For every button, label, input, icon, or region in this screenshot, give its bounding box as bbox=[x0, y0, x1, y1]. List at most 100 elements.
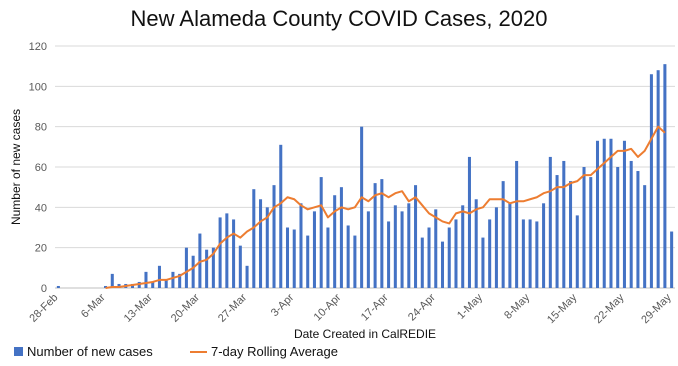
bar bbox=[319, 177, 323, 288]
bar bbox=[616, 167, 620, 288]
x-tick-label: 3-Apr bbox=[269, 291, 297, 319]
bar bbox=[312, 211, 316, 288]
bar bbox=[649, 74, 653, 288]
bar bbox=[380, 179, 384, 288]
legend-line-label: 7-day Rolling Average bbox=[211, 344, 338, 359]
bar bbox=[245, 265, 249, 288]
legend-bar-label: Number of new cases bbox=[27, 344, 153, 359]
bar bbox=[656, 70, 660, 288]
x-tick-label: 17-Apr bbox=[359, 291, 391, 323]
bar bbox=[562, 160, 566, 288]
x-tick-label: 27-Mar bbox=[216, 291, 249, 324]
x-tick-label: 20-Mar bbox=[169, 291, 202, 324]
bar bbox=[178, 273, 182, 288]
bar bbox=[582, 167, 586, 288]
bar bbox=[218, 217, 222, 288]
y-axis-title: Number of new cases bbox=[9, 109, 23, 225]
bar bbox=[299, 203, 303, 288]
bar bbox=[467, 156, 471, 288]
bar bbox=[622, 140, 626, 288]
bar bbox=[420, 237, 424, 288]
bar bbox=[205, 249, 209, 288]
bar bbox=[373, 183, 377, 288]
x-tick-label: 10-Apr bbox=[312, 291, 344, 323]
bar bbox=[521, 219, 525, 288]
bar bbox=[454, 219, 458, 288]
bar bbox=[528, 219, 532, 288]
x-tick-label: 24-Apr bbox=[406, 291, 438, 323]
bar bbox=[259, 199, 263, 288]
bar bbox=[387, 221, 391, 288]
x-tick-label: 6-Mar bbox=[79, 291, 108, 320]
bar bbox=[326, 227, 330, 288]
bar bbox=[110, 273, 114, 288]
bar bbox=[400, 211, 404, 288]
x-axis-ticks: 28-Feb 6-Mar 13-Mar 20-Mar 27-Mar 3-Apr 10-Apr… bbox=[27, 291, 674, 326]
bar bbox=[211, 247, 215, 288]
legend-bar-swatch bbox=[14, 347, 23, 356]
bar bbox=[609, 138, 613, 288]
bar bbox=[333, 195, 337, 288]
bar-series bbox=[56, 64, 674, 289]
bar bbox=[555, 175, 559, 288]
bar bbox=[595, 140, 600, 288]
bar bbox=[225, 213, 229, 288]
bar bbox=[474, 199, 478, 288]
bar bbox=[440, 241, 445, 288]
y-tick-label: 80 bbox=[35, 122, 47, 134]
x-tick-label: 28-Feb bbox=[27, 292, 60, 325]
rolling-average-line bbox=[105, 125, 666, 289]
bar bbox=[151, 281, 155, 288]
bar bbox=[366, 211, 370, 288]
bar bbox=[434, 209, 438, 288]
bar bbox=[144, 271, 148, 288]
bar bbox=[407, 203, 411, 288]
legend: Number of new cases 7-day Rolling Averag… bbox=[14, 344, 338, 359]
x-tick-label: 8-May bbox=[502, 291, 532, 321]
bar bbox=[232, 219, 236, 288]
bar bbox=[265, 207, 269, 288]
bar bbox=[488, 219, 492, 288]
x-tick-label: 1-May bbox=[455, 291, 485, 321]
bar bbox=[306, 235, 310, 288]
bar bbox=[508, 203, 512, 288]
bar bbox=[542, 203, 546, 288]
y-tick-label: 120 bbox=[29, 41, 47, 53]
bar bbox=[535, 221, 539, 288]
bar bbox=[360, 126, 364, 289]
x-tick-label: 13-Mar bbox=[122, 291, 155, 324]
bar bbox=[346, 225, 350, 288]
bar bbox=[157, 265, 161, 288]
y-tick-label: 20 bbox=[35, 243, 47, 255]
bar bbox=[461, 205, 465, 288]
y-tick-label: 100 bbox=[29, 81, 47, 93]
y-tick-label: 60 bbox=[35, 162, 47, 174]
bar bbox=[602, 138, 606, 288]
bar bbox=[353, 235, 357, 288]
bar bbox=[575, 215, 579, 288]
bar bbox=[494, 207, 498, 288]
bar bbox=[171, 271, 175, 288]
line-series bbox=[105, 125, 666, 289]
bar bbox=[569, 181, 573, 288]
bar bbox=[184, 247, 188, 288]
bar bbox=[501, 181, 505, 288]
bar bbox=[191, 255, 195, 288]
bar bbox=[427, 227, 431, 288]
bar bbox=[636, 171, 640, 288]
bar bbox=[272, 185, 276, 288]
x-tick-label: 29-May bbox=[639, 291, 674, 326]
bar bbox=[515, 160, 519, 288]
bar bbox=[292, 229, 296, 288]
y-axis-ticks: 0 20 40 60 80 100 120 bbox=[29, 41, 47, 295]
grid-lines bbox=[55, 45, 675, 289]
y-tick-label: 40 bbox=[35, 202, 47, 214]
bar bbox=[481, 237, 485, 288]
bar bbox=[56, 285, 60, 288]
bar bbox=[238, 245, 242, 288]
bar bbox=[164, 279, 168, 288]
x-tick-label: 22-May bbox=[592, 291, 627, 326]
x-axis-title: Date Created in CalREDIE bbox=[294, 327, 436, 341]
